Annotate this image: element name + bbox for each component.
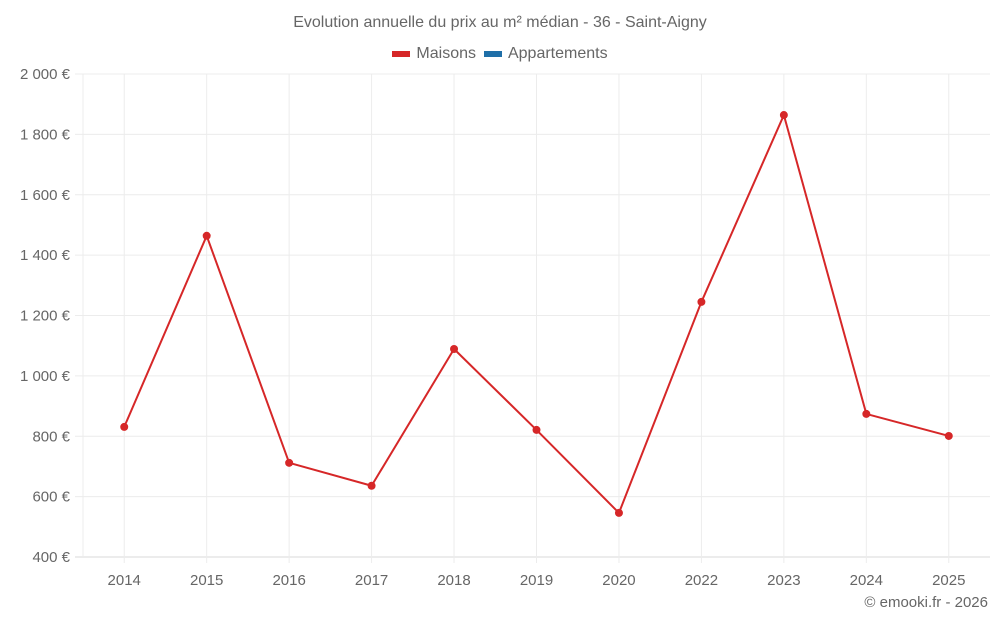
legend-label-maisons: Maisons [416,45,476,62]
y-tick-label: 1 400 € [20,247,71,264]
y-axis: 400 € 600 € 800 € 1 000 € 1 200 € 1 400 € 1 60… [20,66,71,566]
data-point[interactable] [120,422,129,431]
legend-item-maisons[interactable]: Maisons [392,45,476,63]
legend-swatch-appartements [483,51,502,57]
x-tick-label: 2018 [437,572,470,589]
data-point[interactable] [202,231,211,240]
y-tick-label: 400 € [32,549,70,566]
y-tick-label: 800 € [32,428,70,445]
y-tick-label: 1 800 € [20,126,71,143]
legend-item-appartements[interactable]: Appartements [483,45,608,63]
x-tick-label: 2022 [685,572,718,589]
grid [75,73,990,563]
x-tick-label: 2014 [108,572,141,589]
y-tick-label: 600 € [32,489,70,506]
legend-swatch-maisons [392,51,411,57]
credit: © emooki.fr - 2026 [864,594,988,611]
data-point[interactable] [944,431,953,440]
data-point[interactable] [614,508,623,517]
x-tick-label: 2019 [520,572,553,589]
x-axis: 2014 2015 2016 2017 2018 2019 2020 2022 2023 2024… [108,572,966,589]
x-tick-label: 2024 [850,572,883,589]
series-maisons [120,111,953,517]
legend: Maisons Appartements [0,45,1000,63]
x-tick-label: 2017 [355,572,388,589]
y-tick-label: 1 600 € [20,187,71,204]
data-point[interactable] [779,111,788,120]
y-tick-label: 1 000 € [20,368,71,385]
chart-title: Evolution annuelle du prix au m² médian … [293,14,707,31]
data-point[interactable] [450,345,459,354]
legend-label-appartements: Appartements [507,45,608,62]
y-tick-label: 2 000 € [20,66,71,83]
x-tick-label: 2016 [272,572,305,589]
x-tick-label: 2020 [602,572,635,589]
data-point[interactable] [532,425,541,434]
data-point[interactable] [862,409,871,418]
data-point[interactable] [367,481,376,490]
y-tick-label: 1 200 € [20,308,71,325]
data-point[interactable] [285,458,294,467]
x-tick-label: 2023 [767,572,800,589]
data-point[interactable] [697,297,706,306]
x-tick-label: 2015 [190,572,223,589]
x-tick-label: 2025 [932,572,965,589]
